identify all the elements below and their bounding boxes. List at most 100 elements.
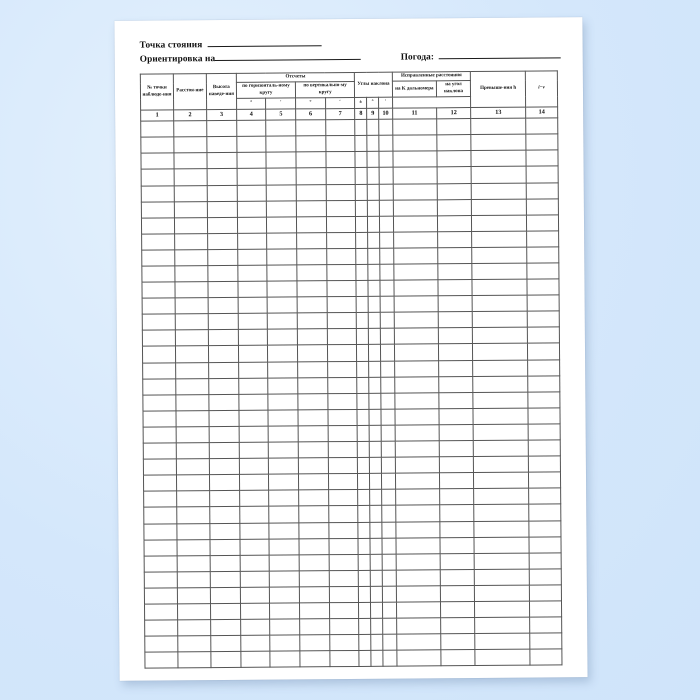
table-cell[interactable] <box>437 215 472 232</box>
table-cell[interactable] <box>379 199 394 217</box>
table-cell[interactable] <box>527 327 560 344</box>
table-cell[interactable] <box>367 232 380 249</box>
table-cell[interactable] <box>297 312 328 330</box>
table-cell[interactable] <box>327 441 358 458</box>
table-cell[interactable] <box>144 555 178 572</box>
table-cell[interactable] <box>326 248 357 265</box>
table-cell[interactable] <box>355 183 368 201</box>
table-cell[interactable] <box>437 247 472 264</box>
table-cell[interactable] <box>238 345 269 362</box>
table-cell[interactable] <box>325 119 356 136</box>
table-cell[interactable] <box>207 184 238 202</box>
table-cell[interactable] <box>240 587 270 604</box>
table-cell[interactable] <box>380 296 394 313</box>
table-cell[interactable] <box>174 217 208 234</box>
table-cell[interactable] <box>266 184 297 201</box>
table-cell[interactable] <box>368 360 381 378</box>
table-cell[interactable] <box>379 264 394 281</box>
table-cell[interactable] <box>269 538 300 555</box>
table-cell[interactable] <box>380 409 395 426</box>
table-cell[interactable] <box>380 376 395 394</box>
table-cell[interactable] <box>473 520 530 538</box>
table-cell[interactable] <box>240 570 270 588</box>
table-cell[interactable] <box>268 458 299 475</box>
table-cell[interactable] <box>144 652 178 669</box>
table-cell[interactable] <box>368 393 381 410</box>
table-cell[interactable] <box>357 505 370 522</box>
table-cell[interactable] <box>328 538 359 555</box>
table-cell[interactable] <box>470 118 527 135</box>
table-cell[interactable] <box>370 553 383 571</box>
table-cell[interactable] <box>394 424 440 442</box>
table-cell[interactable] <box>474 584 530 602</box>
table-cell[interactable] <box>237 200 267 218</box>
table-cell[interactable] <box>394 344 439 361</box>
table-cell[interactable] <box>208 313 239 331</box>
table-cell[interactable] <box>439 537 475 554</box>
table-cell[interactable] <box>527 359 560 376</box>
table-cell[interactable] <box>370 586 383 603</box>
table-cell[interactable] <box>296 152 326 169</box>
table-cell[interactable] <box>268 425 299 443</box>
table-cell[interactable] <box>395 473 440 490</box>
table-cell[interactable] <box>356 296 369 313</box>
table-cell[interactable] <box>239 506 270 523</box>
table-cell[interactable] <box>370 537 383 555</box>
table-cell[interactable] <box>437 167 472 184</box>
table-cell[interactable] <box>296 216 327 233</box>
orientation-fill-line[interactable] <box>215 49 362 62</box>
table-cell[interactable] <box>210 571 241 588</box>
table-cell[interactable] <box>141 217 175 234</box>
table-cell[interactable] <box>174 201 208 218</box>
table-cell[interactable] <box>141 265 175 283</box>
table-cell[interactable] <box>141 185 175 202</box>
table-cell[interactable] <box>210 619 241 636</box>
table-cell[interactable] <box>329 634 360 651</box>
table-cell[interactable] <box>528 488 561 505</box>
table-cell[interactable] <box>380 360 395 377</box>
table-cell[interactable] <box>471 263 528 280</box>
table-cell[interactable] <box>143 475 177 492</box>
table-cell[interactable] <box>368 296 381 313</box>
table-cell[interactable] <box>175 362 209 379</box>
table-cell[interactable] <box>355 216 368 233</box>
table-cell[interactable] <box>474 568 530 586</box>
table-cell[interactable] <box>176 474 210 492</box>
table-cell[interactable] <box>296 168 326 185</box>
table-cell[interactable] <box>140 153 175 170</box>
table-cell[interactable] <box>142 330 176 347</box>
table-cell[interactable] <box>298 457 329 475</box>
table-cell[interactable] <box>471 214 527 232</box>
table-cell[interactable] <box>357 425 370 442</box>
table-cell[interactable] <box>380 392 395 410</box>
table-cell[interactable] <box>356 328 369 345</box>
table-cell[interactable] <box>174 265 208 282</box>
table-cell[interactable] <box>355 248 368 265</box>
table-cell[interactable] <box>329 602 359 619</box>
table-cell[interactable] <box>298 473 329 491</box>
table-cell[interactable] <box>396 585 441 603</box>
table-cell[interactable] <box>176 490 210 508</box>
table-cell[interactable] <box>175 410 209 427</box>
table-cell[interactable] <box>438 327 473 345</box>
table-cell[interactable] <box>237 297 268 314</box>
table-cell[interactable] <box>439 488 474 506</box>
table-cell[interactable] <box>368 344 381 361</box>
table-cell[interactable] <box>295 135 326 153</box>
table-cell[interactable] <box>177 619 211 637</box>
weather-fill-line[interactable] <box>439 48 562 60</box>
table-cell[interactable] <box>238 410 269 427</box>
table-cell[interactable] <box>528 391 560 408</box>
table-cell[interactable] <box>210 587 241 604</box>
table-cell[interactable] <box>207 217 238 234</box>
table-cell[interactable] <box>367 183 380 201</box>
table-cell[interactable] <box>526 230 559 248</box>
table-cell[interactable] <box>358 586 371 603</box>
table-cell[interactable] <box>528 472 561 489</box>
table-cell[interactable] <box>177 651 211 669</box>
table-cell[interactable] <box>268 361 298 378</box>
table-cell[interactable] <box>379 215 394 233</box>
table-cell[interactable] <box>393 263 438 281</box>
table-cell[interactable] <box>174 185 208 202</box>
table-cell[interactable] <box>438 344 473 361</box>
